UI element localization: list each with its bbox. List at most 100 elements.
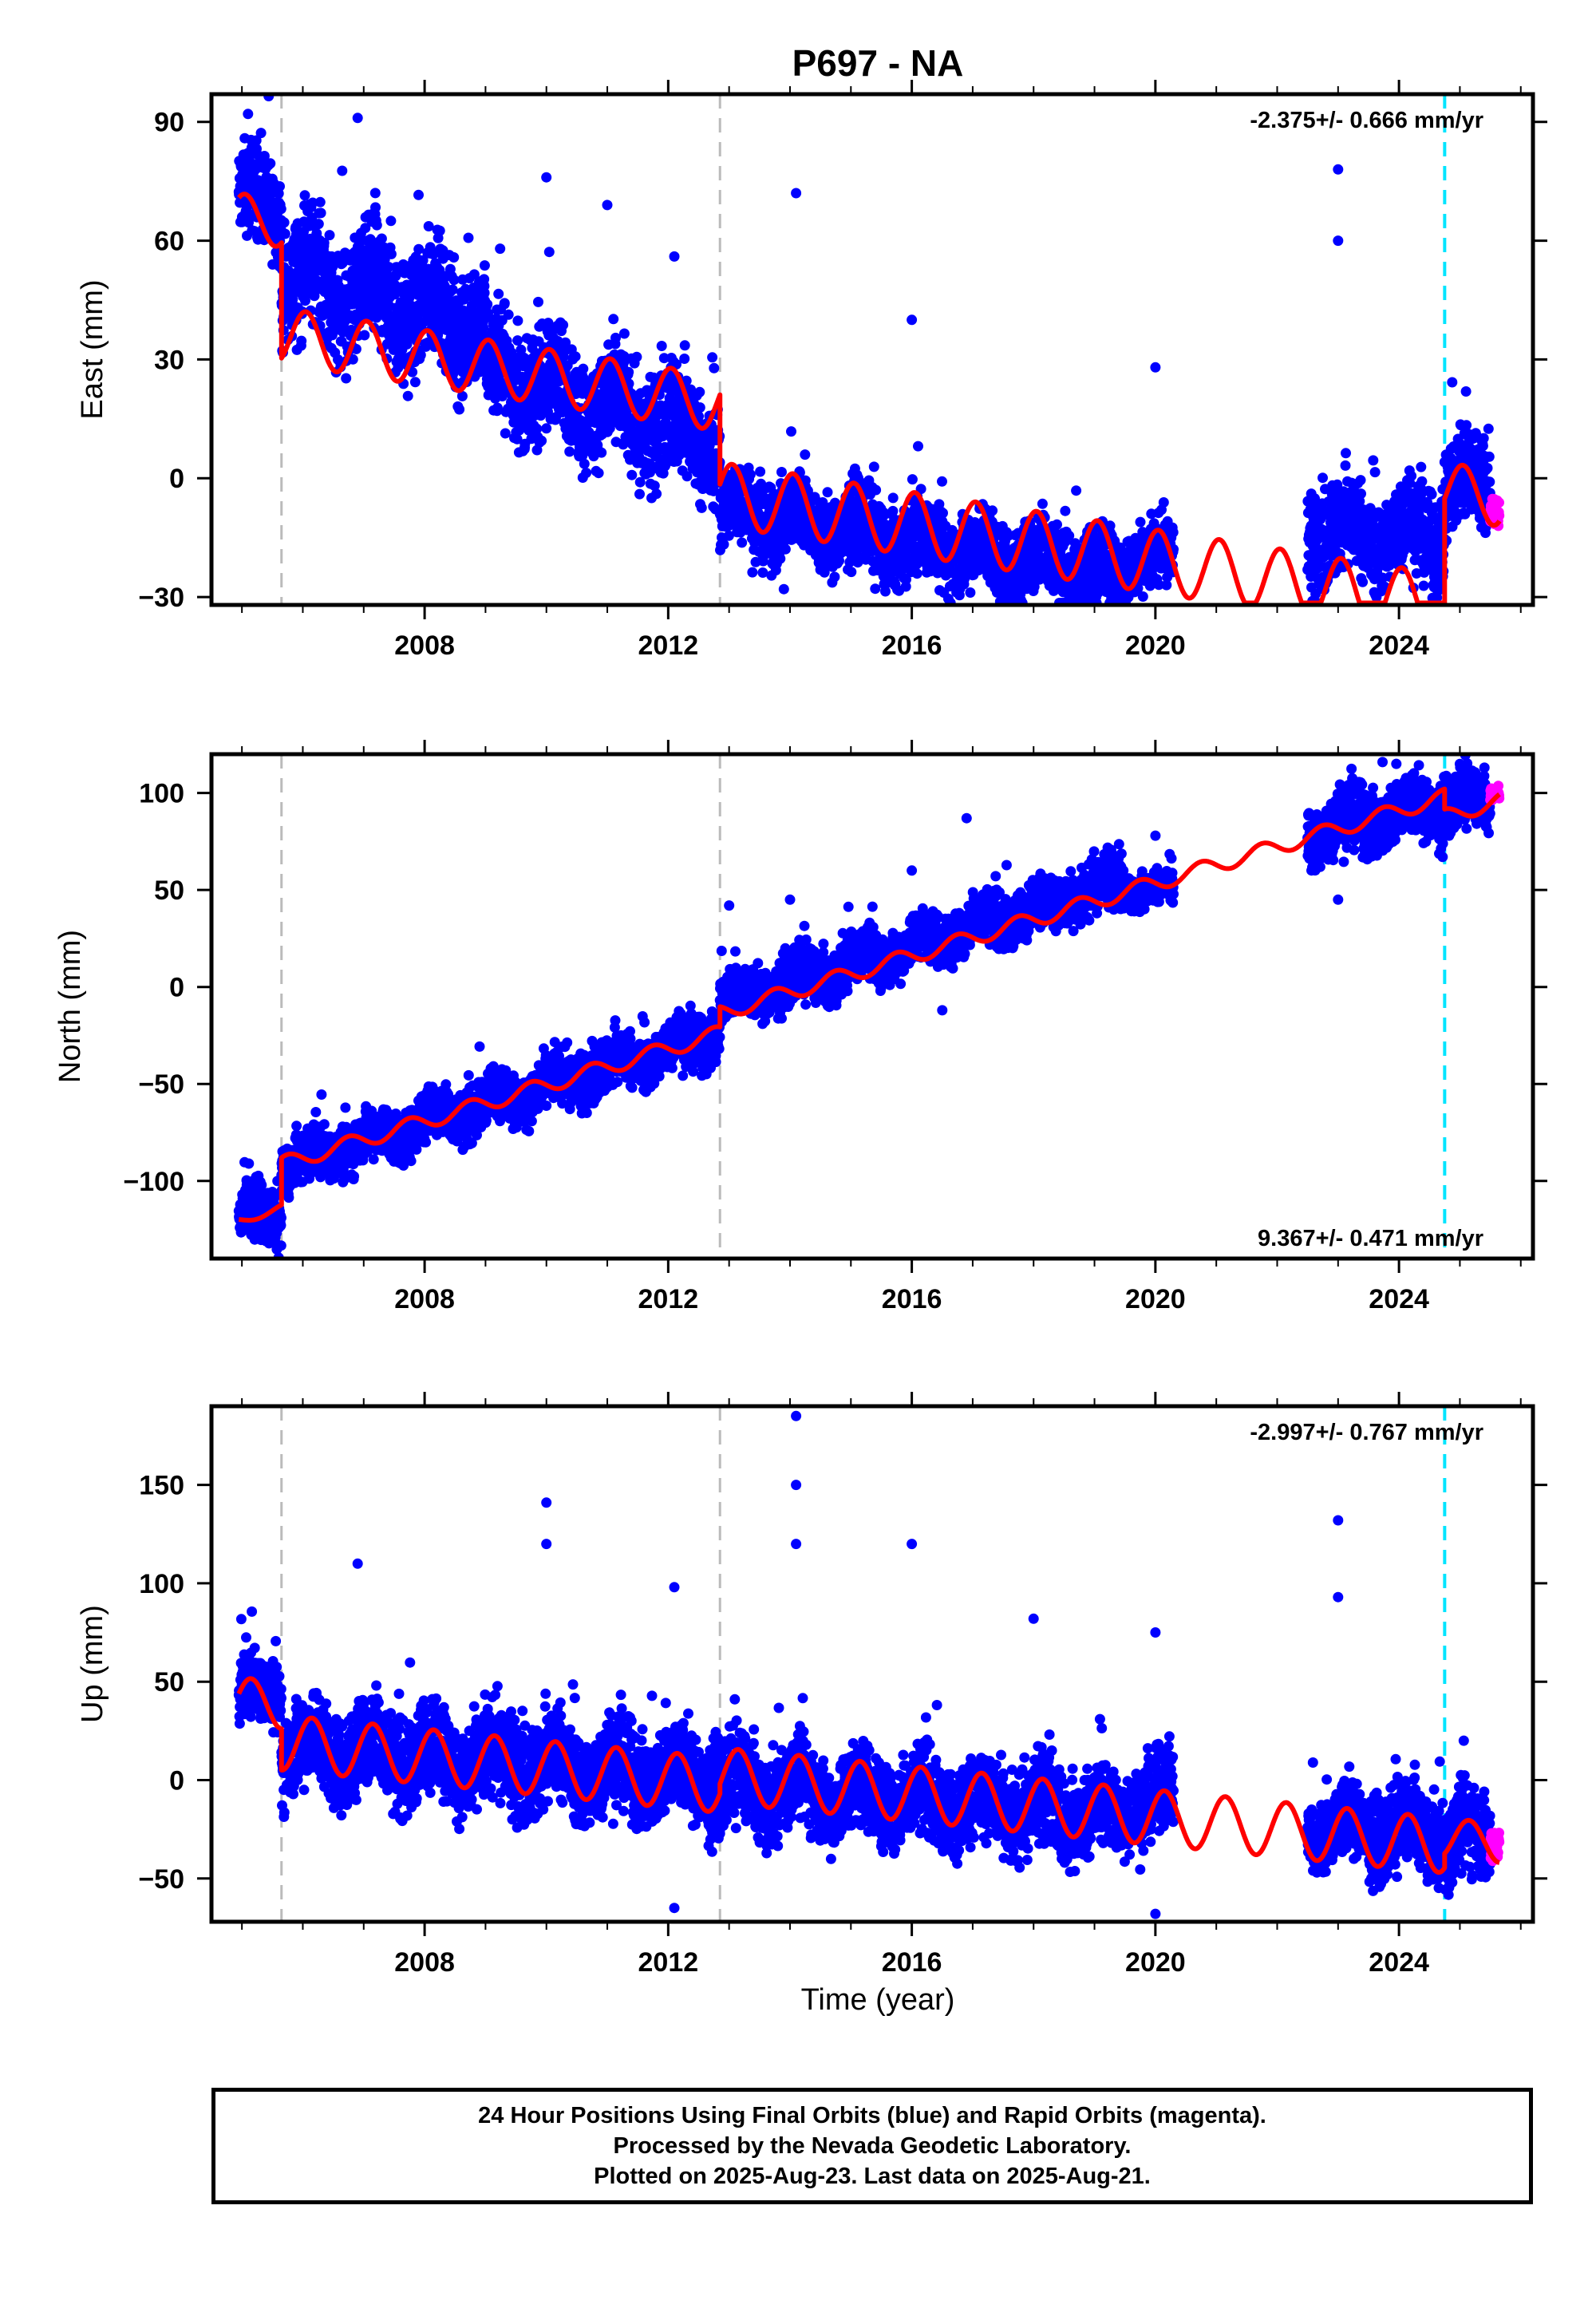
x-tick-label: 2020 — [1125, 630, 1186, 661]
data-point — [634, 476, 646, 488]
data-point — [658, 353, 670, 364]
data-point — [315, 207, 326, 219]
data-point — [581, 468, 592, 478]
data-point — [679, 340, 690, 351]
data-point — [1060, 505, 1071, 516]
data-point — [495, 243, 506, 255]
data-point — [1167, 527, 1179, 538]
data-point — [780, 543, 791, 555]
data-point — [1357, 576, 1369, 587]
data-point — [679, 354, 690, 364]
data-point — [965, 587, 976, 598]
data-point — [608, 314, 619, 325]
data-point — [737, 537, 748, 548]
y-tick-label: 0 — [169, 464, 184, 494]
data-point — [413, 243, 425, 255]
data-point — [536, 435, 547, 446]
data-point — [370, 202, 381, 213]
data-point — [938, 508, 948, 519]
data-point — [634, 488, 645, 500]
data-point — [500, 428, 511, 439]
data-point — [503, 309, 514, 320]
data-point — [694, 386, 705, 397]
data-point — [694, 402, 705, 413]
y-axis-label: East (mm) — [76, 279, 109, 419]
data-point — [243, 217, 255, 228]
data-point — [579, 458, 590, 469]
data-point — [709, 362, 720, 373]
data-point — [359, 330, 370, 341]
data-point — [937, 476, 947, 487]
data-point — [707, 352, 718, 363]
data-point — [423, 221, 434, 231]
data-point — [570, 351, 581, 362]
data-point — [829, 571, 840, 583]
data-point — [631, 351, 642, 362]
data-point — [543, 247, 555, 258]
data-point — [255, 128, 267, 139]
data-point — [251, 135, 262, 146]
x-tick-label: 2016 — [882, 630, 942, 661]
data-point — [448, 252, 460, 263]
data-point — [478, 322, 489, 333]
data-point — [516, 344, 527, 355]
data-point — [401, 338, 413, 350]
data-point — [913, 441, 923, 452]
data-point — [409, 377, 421, 388]
data-point — [479, 287, 490, 298]
data-point — [649, 480, 660, 492]
data-point — [275, 204, 286, 215]
data-point — [313, 219, 324, 230]
data-point — [696, 502, 707, 513]
data-point — [755, 466, 766, 477]
data-point — [775, 553, 786, 564]
data-point — [596, 447, 607, 458]
data-point — [324, 230, 335, 241]
data-point — [337, 165, 348, 176]
data-point — [907, 474, 918, 485]
data-point — [347, 354, 358, 365]
data-point — [533, 296, 543, 307]
data-point — [800, 449, 811, 460]
data-point — [822, 487, 833, 498]
data-point — [512, 433, 523, 445]
data-point — [1071, 485, 1082, 496]
data-point — [296, 335, 307, 346]
x-tick-label: 2012 — [638, 630, 699, 661]
data-point — [371, 219, 382, 231]
data-point — [463, 232, 474, 243]
data-point — [558, 319, 569, 330]
data-point — [447, 284, 458, 295]
data-point — [454, 404, 465, 415]
data-point — [512, 335, 523, 346]
data-point — [415, 350, 426, 361]
data-point — [492, 402, 503, 413]
data-point — [275, 181, 285, 192]
data-point — [369, 188, 381, 199]
data-point — [786, 426, 796, 437]
data-point — [623, 366, 634, 377]
data-point — [390, 271, 401, 282]
data-point — [656, 341, 667, 351]
data-point — [1355, 475, 1366, 486]
data-point — [747, 567, 758, 578]
data-point — [871, 484, 882, 496]
data-point — [1135, 516, 1146, 528]
data-point — [259, 151, 270, 161]
data-point — [360, 223, 371, 234]
data-point — [887, 505, 899, 516]
data-point — [987, 505, 998, 516]
data-point — [307, 197, 318, 208]
data-point — [846, 567, 857, 578]
data-point — [1341, 448, 1351, 459]
data-point — [887, 492, 899, 504]
data-point — [626, 469, 638, 480]
data-point — [493, 288, 504, 299]
data-point — [1158, 497, 1169, 508]
data-point — [479, 260, 490, 271]
data-point — [718, 539, 729, 550]
y-tick-label: 60 — [154, 227, 184, 257]
data-point — [299, 190, 310, 201]
data-point — [456, 390, 468, 401]
y-tick-label: 30 — [154, 345, 184, 375]
